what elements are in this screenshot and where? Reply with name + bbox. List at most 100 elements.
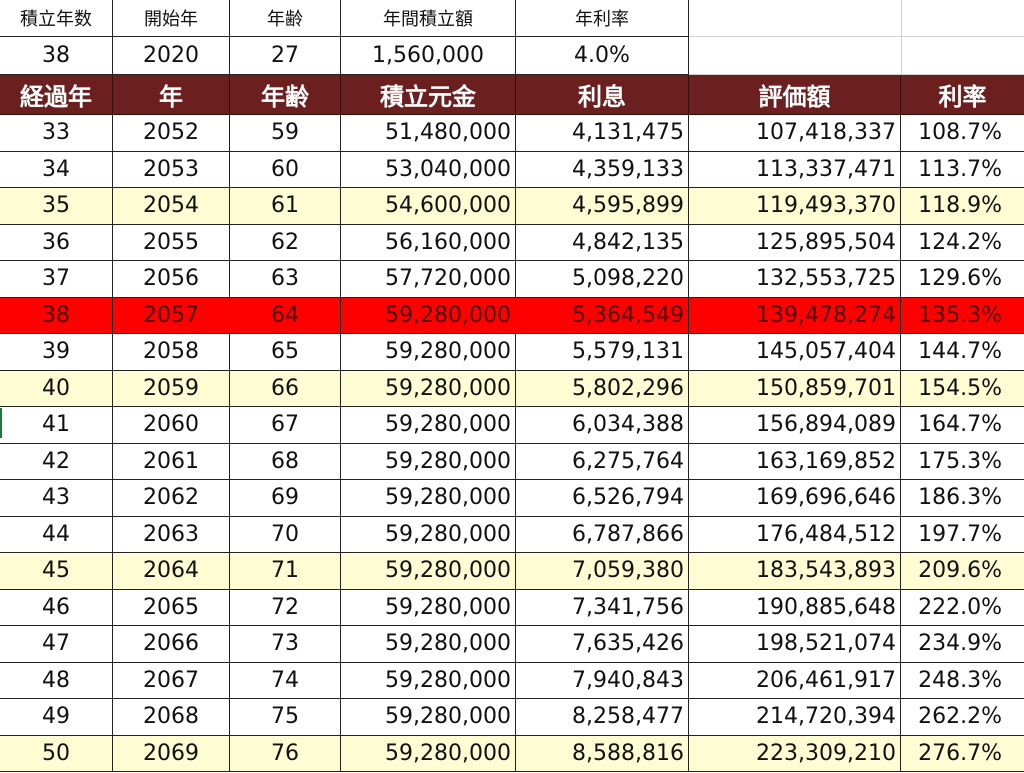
cell-valuation[interactable]: 132,553,725 (689, 261, 901, 298)
cell-rate[interactable]: 118.9% (901, 188, 1024, 225)
column-header-interest[interactable]: 利息 (516, 75, 689, 115)
cell-valuation[interactable]: 113,337,471 (689, 151, 901, 188)
cell-rate[interactable]: 154.5% (901, 371, 1024, 407)
cell-elapsed-years[interactable]: 46 (0, 589, 113, 626)
cell-interest[interactable]: 7,059,380 (516, 553, 689, 590)
cell-year[interactable]: 2061 (113, 443, 230, 480)
cell-valuation[interactable]: 223,309,210 (689, 735, 901, 772)
cell-rate[interactable]: 144.7% (901, 334, 1024, 371)
cell-valuation[interactable]: 206,461,917 (689, 662, 901, 699)
empty-cell[interactable] (689, 37, 901, 75)
cell-rate[interactable]: 129.6% (901, 261, 1024, 298)
cell-rate[interactable]: 222.0% (901, 590, 1024, 626)
cell-principal[interactable]: 59,280,000 (341, 334, 516, 371)
cell-rate[interactable]: 135.3% (901, 298, 1024, 334)
settings-value-start-year[interactable]: 2020 (113, 37, 230, 75)
cell-year[interactable]: 2058 (113, 334, 230, 371)
cell-interest[interactable]: 4,359,133 (516, 151, 689, 188)
cell-principal[interactable]: 57,720,000 (341, 261, 516, 298)
column-header-age[interactable]: 年齢 (230, 75, 341, 115)
cell-valuation[interactable]: 139,478,274 (689, 297, 901, 334)
cell-interest[interactable]: 4,842,135 (516, 224, 689, 261)
settings-value-years[interactable]: 38 (0, 37, 113, 75)
empty-cell[interactable] (901, 37, 1024, 75)
cell-valuation[interactable]: 214,720,394 (689, 699, 901, 736)
cell-principal[interactable]: 59,280,000 (341, 297, 516, 334)
cell-principal[interactable]: 59,280,000 (341, 407, 516, 444)
cell-rate[interactable]: 164.7% (901, 407, 1024, 444)
cell-valuation[interactable]: 156,894,089 (689, 407, 901, 444)
settings-header-annual-amount[interactable]: 年間積立額 (341, 0, 516, 37)
cell-rate[interactable]: 108.7% (901, 115, 1024, 152)
cell-age[interactable]: 59 (230, 115, 341, 152)
cell-valuation[interactable]: 176,484,512 (689, 516, 901, 553)
cell-interest[interactable]: 5,802,296 (516, 370, 689, 407)
cell-interest[interactable]: 6,526,794 (516, 480, 689, 517)
cell-interest[interactable]: 7,940,843 (516, 662, 689, 699)
cell-principal[interactable]: 59,280,000 (341, 480, 516, 517)
cell-elapsed-years[interactable]: 49 (0, 699, 113, 736)
cell-principal[interactable]: 59,280,000 (341, 662, 516, 699)
cell-principal[interactable]: 59,280,000 (341, 370, 516, 407)
cell-principal[interactable]: 59,280,000 (341, 626, 516, 663)
cell-year[interactable]: 2060 (113, 407, 230, 444)
cell-elapsed-years[interactable]: 47 (0, 626, 113, 663)
cell-principal[interactable]: 59,280,000 (341, 553, 516, 590)
cell-year[interactable]: 2063 (113, 516, 230, 553)
cell-rate[interactable]: 186.3% (901, 480, 1024, 517)
cell-interest[interactable]: 7,635,426 (516, 626, 689, 663)
cell-age[interactable]: 70 (230, 516, 341, 553)
cell-principal[interactable]: 59,280,000 (341, 589, 516, 626)
cell-elapsed-years[interactable]: 44 (0, 516, 113, 553)
cell-age[interactable]: 64 (230, 297, 341, 334)
cell-valuation[interactable]: 169,696,646 (689, 480, 901, 517)
cell-principal[interactable]: 56,160,000 (341, 224, 516, 261)
cell-rate[interactable]: 209.6% (901, 553, 1024, 590)
cell-elapsed-years[interactable]: 34 (0, 151, 113, 188)
cell-year[interactable]: 2064 (113, 553, 230, 590)
cell-year[interactable]: 2069 (113, 735, 230, 772)
settings-header-age[interactable]: 年齢 (230, 0, 341, 37)
cell-rate[interactable]: 197.7% (901, 517, 1024, 553)
cell-rate[interactable]: 276.7% (901, 736, 1024, 772)
cell-elapsed-years[interactable]: 33 (0, 115, 113, 152)
cell-interest[interactable]: 5,364,549 (516, 297, 689, 334)
cell-year[interactable]: 2054 (113, 188, 230, 225)
cell-principal[interactable]: 54,600,000 (341, 188, 516, 225)
settings-header-annual-rate[interactable]: 年利率 (516, 0, 689, 37)
cell-valuation[interactable]: 119,493,370 (689, 188, 901, 225)
cell-interest[interactable]: 6,275,764 (516, 443, 689, 480)
column-header-rate[interactable]: 利率 (901, 75, 1024, 115)
cell-interest[interactable]: 5,579,131 (516, 334, 689, 371)
cell-rate[interactable]: 248.3% (901, 663, 1024, 699)
settings-value-annual-amount[interactable]: 1,560,000 (341, 37, 516, 75)
cell-elapsed-years[interactable]: 50 (0, 735, 113, 772)
cell-interest[interactable]: 8,588,816 (516, 735, 689, 772)
cell-age[interactable]: 66 (230, 370, 341, 407)
cell-year[interactable]: 2067 (113, 662, 230, 699)
cell-age[interactable]: 60 (230, 151, 341, 188)
cell-age[interactable]: 75 (230, 699, 341, 736)
cell-elapsed-years[interactable]: 35 (0, 188, 113, 225)
column-header-principal[interactable]: 積立元金 (341, 75, 516, 115)
cell-rate[interactable]: 113.7% (901, 152, 1024, 188)
cell-principal[interactable]: 51,480,000 (341, 115, 516, 152)
cell-age[interactable]: 68 (230, 443, 341, 480)
cell-valuation[interactable]: 163,169,852 (689, 443, 901, 480)
cell-year[interactable]: 2066 (113, 626, 230, 663)
empty-cell[interactable] (689, 0, 901, 37)
empty-cell[interactable] (901, 0, 1024, 37)
cell-elapsed-years[interactable]: 45 (0, 553, 113, 590)
cell-valuation[interactable]: 107,418,337 (689, 115, 901, 152)
cell-principal[interactable]: 59,280,000 (341, 516, 516, 553)
cell-elapsed-years[interactable]: 37 (0, 261, 113, 298)
cell-year[interactable]: 2052 (113, 115, 230, 152)
cell-valuation[interactable]: 198,521,074 (689, 626, 901, 663)
cell-age[interactable]: 71 (230, 553, 341, 590)
cell-elapsed-years[interactable]: 42 (0, 443, 113, 480)
cell-elapsed-years[interactable]: 40 (0, 370, 113, 407)
cell-age[interactable]: 61 (230, 188, 341, 225)
cell-interest[interactable]: 8,258,477 (516, 699, 689, 736)
cell-rate[interactable]: 234.9% (901, 626, 1024, 663)
cell-year[interactable]: 2062 (113, 480, 230, 517)
